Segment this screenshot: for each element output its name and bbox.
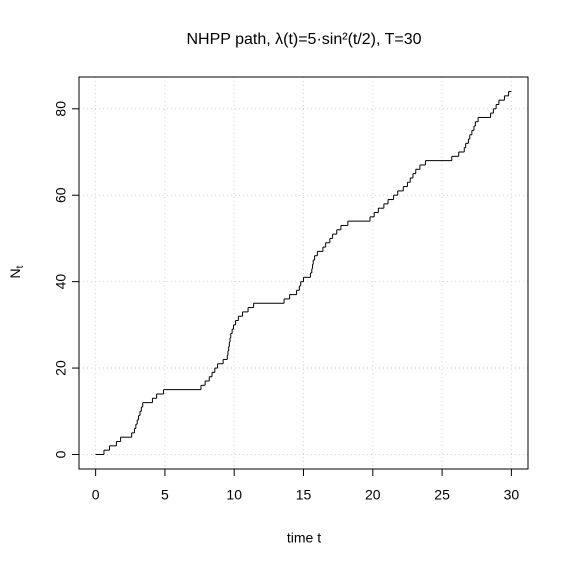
x-axis-label: time t bbox=[287, 530, 321, 546]
x-tick-label: 30 bbox=[504, 487, 520, 503]
x-tick-label: 15 bbox=[296, 487, 312, 503]
y-tick-label: 20 bbox=[53, 360, 69, 376]
y-tick-label: 60 bbox=[53, 187, 69, 203]
y-tick-label: 80 bbox=[53, 101, 69, 117]
x-tick-label: 5 bbox=[161, 487, 169, 503]
x-tick-label: 20 bbox=[365, 487, 381, 503]
y-axis-label: Nt bbox=[7, 265, 26, 278]
y-tick-label: 0 bbox=[53, 450, 69, 458]
chart-title: NHPP path, λ(t)=5·sin²(t/2), T=30 bbox=[186, 31, 421, 48]
plot-frame bbox=[78, 76, 529, 470]
x-tick-label: 10 bbox=[226, 487, 242, 503]
x-tick-label: 25 bbox=[434, 487, 450, 503]
x-tick-label: 0 bbox=[92, 487, 100, 503]
y-label-base: N bbox=[7, 268, 23, 278]
y-label-subscript: t bbox=[15, 265, 26, 268]
y-tick-label: 40 bbox=[53, 274, 69, 290]
